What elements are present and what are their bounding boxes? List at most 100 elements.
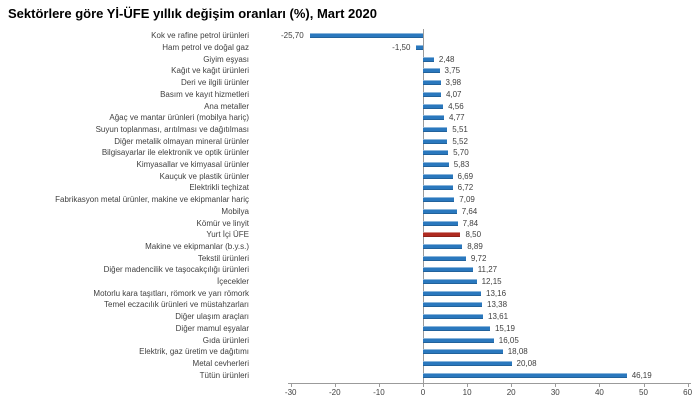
x-axis-tick <box>290 383 292 387</box>
bar <box>423 126 448 132</box>
value-label: 5,51 <box>452 124 468 134</box>
x-axis-tick <box>511 383 513 387</box>
x-axis-tick <box>599 383 601 387</box>
x-axis-tick-label: -10 <box>373 388 385 397</box>
x-axis-tick <box>423 383 424 387</box>
category-label: Kok ve rafine petrol ürünleri <box>151 31 249 41</box>
category-label: Elektrik, gaz üretim ve dağıtımı <box>139 347 249 357</box>
value-label: 5,83 <box>453 160 470 169</box>
value-label: -25,70 <box>280 31 304 41</box>
value-label: 3,98 <box>445 78 462 88</box>
value-label: 18,08 <box>507 347 528 357</box>
x-axis-tick-label: 30 <box>550 388 560 397</box>
value-label: 5,52 <box>452 136 468 146</box>
category-label: Diğer metalik olmayan mineral ürünler <box>114 136 249 146</box>
bar <box>423 314 484 320</box>
bar <box>423 372 627 378</box>
value-label: 13,16 <box>486 288 507 298</box>
bar <box>423 80 441 86</box>
x-axis-tick <box>643 383 645 387</box>
x-axis-tick <box>467 383 469 387</box>
bar <box>423 360 512 366</box>
value-label: 16,05 <box>498 335 519 345</box>
category-label: Kağıt ve kağıt ürünleri <box>171 66 249 76</box>
category-label: Kimyasallar ve kimyasal ürünler <box>136 160 249 169</box>
x-axis-tick <box>687 383 689 387</box>
category-label: Bilgisayarlar ile elektronik ve optik ür… <box>101 148 249 158</box>
bar <box>423 56 434 62</box>
x-axis-tick-label: -30 <box>284 388 297 397</box>
value-label: 13,61 <box>488 312 509 322</box>
bar <box>423 150 449 156</box>
bar <box>423 91 441 97</box>
bar <box>423 115 445 121</box>
category-label: Makine ve ekipmanlar (b.y.s.) <box>145 241 249 251</box>
category-label: Motorlu kara taşıtları, römork ve yarı r… <box>93 288 249 298</box>
bar <box>423 103 444 109</box>
highlight-bar <box>423 232 461 238</box>
category-label: Gıda ürünleri <box>202 335 249 345</box>
bar <box>423 68 440 74</box>
category-label: Giyim eşyası <box>203 54 249 64</box>
category-label: Kömür ve linyit <box>196 218 249 228</box>
value-label: 2,48 <box>438 54 455 64</box>
bar <box>423 267 473 273</box>
value-label: 4,77 <box>449 113 465 123</box>
value-label: 7,09 <box>459 195 475 205</box>
bar <box>423 243 463 249</box>
value-label: 11,27 <box>477 265 498 275</box>
x-axis-tick-label: 40 <box>594 388 604 397</box>
category-label: Yurt İçi ÜFE <box>206 230 249 240</box>
category-label: Fabrikasyon metal ürünler, makine ve eki… <box>55 195 249 205</box>
bar <box>423 302 482 308</box>
bar <box>416 45 423 50</box>
value-label: -1,50 <box>392 43 411 52</box>
value-label: 13,38 <box>487 300 508 310</box>
bar <box>309 33 423 39</box>
bar <box>423 185 453 191</box>
x-axis-tick-label: 10 <box>462 388 472 397</box>
x-axis-tick-label: 60 <box>683 388 693 397</box>
bar <box>423 290 482 296</box>
bar <box>423 208 457 214</box>
category-label: Diğer madencilik ve taşocakçılığı ürünle… <box>103 265 249 275</box>
x-axis-tick <box>555 383 557 387</box>
category-label: Ana metaller <box>204 101 249 111</box>
zero-axis-line <box>423 29 424 383</box>
category-label: Elektrikli teçhizat <box>189 183 249 193</box>
bar <box>423 197 455 203</box>
category-label: Metal cevherleri <box>192 358 249 368</box>
x-axis-tick-label: 20 <box>506 388 516 397</box>
bar <box>423 162 449 167</box>
x-axis-tick <box>334 383 336 387</box>
x-axis-tick <box>378 383 380 387</box>
category-label: Tütün ürünleri <box>199 370 249 380</box>
bar <box>423 349 503 355</box>
bar <box>423 255 466 261</box>
bar <box>423 325 490 331</box>
category-label: Suyun toplanması, arıtılması ve dağıtılm… <box>95 124 249 134</box>
bar <box>423 173 453 179</box>
x-axis-line <box>288 383 691 384</box>
value-label: 7,84 <box>462 218 479 228</box>
category-label: Temel eczacılık ürünleri ve müstahzarlar… <box>104 300 249 310</box>
category-label: Basım ve kayıt hizmetleri <box>160 89 249 99</box>
value-label: 20,08 <box>516 358 537 368</box>
bar <box>423 337 494 343</box>
value-label: 46,19 <box>631 370 652 380</box>
value-label: 3,75 <box>444 66 461 76</box>
category-label: Tekstil ürünleri <box>197 253 249 263</box>
x-axis-tick-label: -20 <box>329 388 341 397</box>
x-axis-tick-label: 50 <box>639 388 648 397</box>
value-label: 4,07 <box>445 89 462 99</box>
category-label: İçecekler <box>216 277 249 286</box>
category-label: Diğer ulaşım araçları <box>175 312 249 322</box>
category-label: Mobilya <box>221 206 249 216</box>
value-label: 6,72 <box>457 183 474 193</box>
category-label: Diğer mamul eşyalar <box>175 323 249 333</box>
value-label: 15,19 <box>494 323 516 333</box>
value-label: 8,50 <box>465 230 482 240</box>
category-label: Ağaç ve mantar ürünleri (mobilya hariç) <box>109 113 249 123</box>
value-label: 6,69 <box>457 171 474 181</box>
